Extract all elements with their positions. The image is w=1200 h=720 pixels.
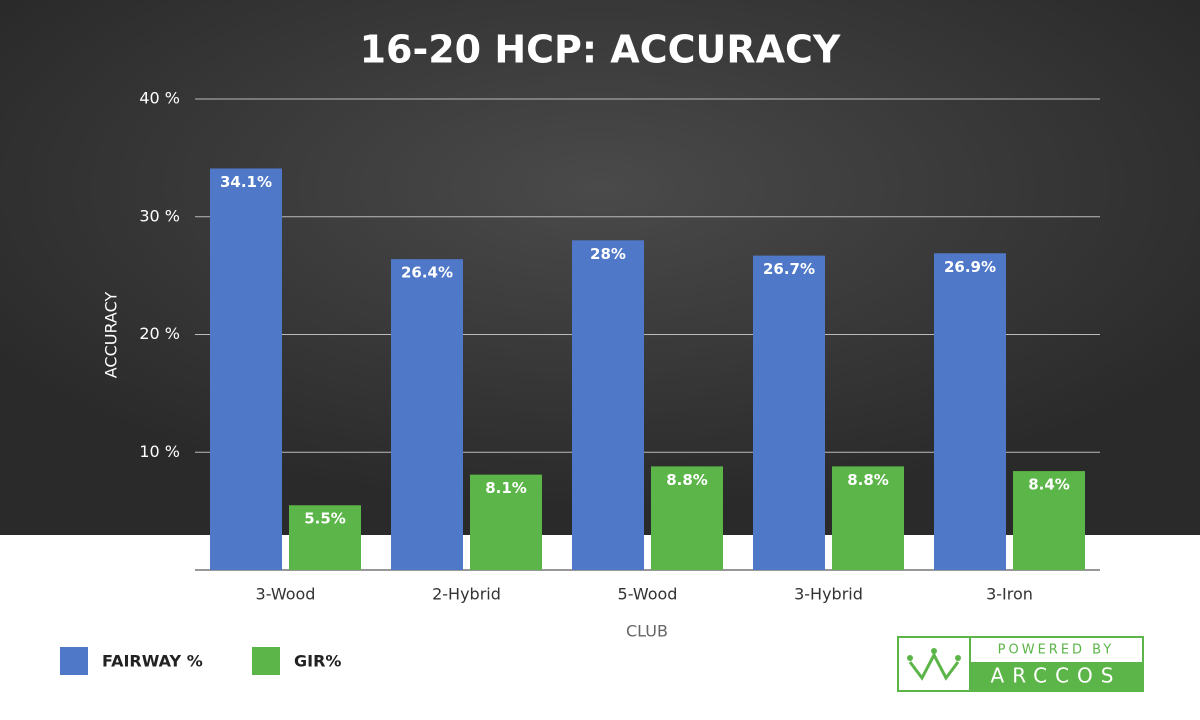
x-tick-label: 3-Iron <box>986 585 1033 604</box>
value-label: 26.9% <box>944 258 996 276</box>
x-tick-label: 2-Hybrid <box>432 585 501 604</box>
bar <box>572 240 644 571</box>
logo-dot <box>955 655 961 661</box>
bar <box>753 255 825 571</box>
bar <box>210 168 282 570</box>
logo-dot <box>931 648 937 654</box>
bar <box>1013 471 1085 570</box>
logo-name: ARCCOS <box>991 664 1122 688</box>
value-label: 8.8% <box>666 471 708 489</box>
value-label: 34.1% <box>220 173 272 191</box>
value-label: 8.4% <box>1028 476 1070 494</box>
bar <box>651 466 723 570</box>
legend-label: FAIRWAY % <box>102 652 203 671</box>
logo-dot <box>907 655 913 661</box>
x-tick-label: 5-Wood <box>618 585 678 604</box>
value-label: 28% <box>590 245 626 263</box>
value-label: 8.1% <box>485 479 527 497</box>
y-tick-label: 20 % <box>139 324 180 343</box>
bar <box>391 259 463 570</box>
y-tick-label: 40 % <box>139 89 180 108</box>
legend-swatch <box>252 647 280 675</box>
value-label: 26.4% <box>401 264 453 282</box>
x-tick-label: 3-Wood <box>256 585 316 604</box>
legend-swatch <box>60 647 88 675</box>
value-label: 8.8% <box>847 471 889 489</box>
logo: POWERED BY ARCCOS <box>897 636 1144 692</box>
value-label: 5.5% <box>304 510 346 528</box>
bar <box>289 505 361 570</box>
bar <box>470 474 542 570</box>
x-tick-label: 3-Hybrid <box>794 585 863 604</box>
chart-title: 16-20 HCP: ACCURACY <box>360 28 841 72</box>
y-axis-label: ACCURACY <box>102 292 121 379</box>
bar <box>832 466 904 570</box>
value-label: 26.7% <box>763 260 815 278</box>
legend-label: GIR% <box>294 652 341 671</box>
logo-crown <box>908 651 960 681</box>
bar <box>934 253 1006 570</box>
logo-band <box>970 662 1143 691</box>
logo-tagline: POWERED BY <box>998 643 1115 658</box>
x-axis-label: CLUB <box>626 622 668 641</box>
y-tick-label: 30 % <box>139 206 180 225</box>
y-tick-label: 10 % <box>139 442 180 461</box>
